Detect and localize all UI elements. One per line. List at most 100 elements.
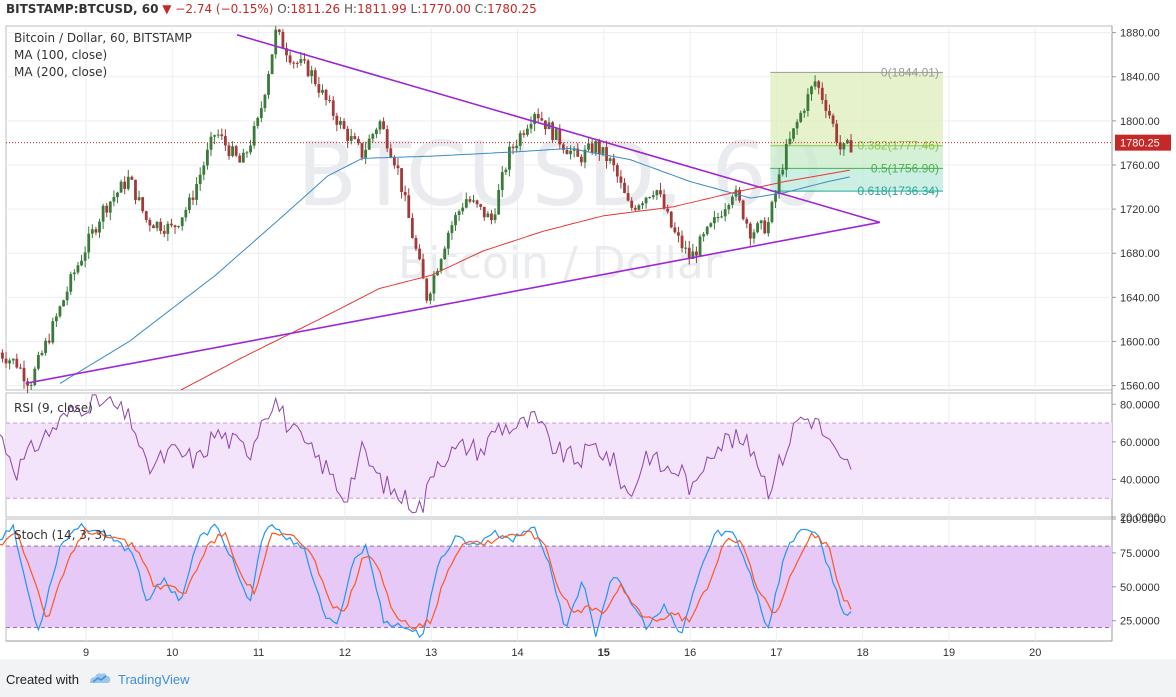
candle-body (490, 213, 493, 221)
legend-ma100[interactable]: MA (100, close) (14, 48, 108, 62)
candle (15, 353, 19, 369)
symbol-label[interactable]: BITSTAMP:BTCUSD, 60 (6, 2, 159, 16)
candle (687, 240, 691, 265)
stoch-legend[interactable]: Stoch (14, 3, 3) (14, 528, 107, 542)
footer-bar: Created with TradingView (0, 659, 1176, 697)
candle (8, 358, 12, 370)
candle (126, 170, 130, 191)
candle (623, 178, 626, 194)
candle (256, 116, 260, 129)
candle (479, 203, 483, 210)
stoch-tick-label: 50.0000 (1120, 582, 1160, 594)
candle-body (777, 174, 781, 194)
candle-body (482, 206, 486, 218)
x-tick-label: 13 (425, 647, 437, 659)
candle (720, 210, 723, 219)
legend-title[interactable]: Bitcoin / Dollar, 60, BITSTAMP (14, 31, 192, 45)
candle-body (659, 190, 662, 195)
candle-body (51, 321, 55, 343)
candle-body (748, 223, 752, 239)
candle (281, 28, 285, 49)
candle (633, 205, 637, 212)
price-tick-label: 1840.00 (1120, 72, 1160, 84)
candle (713, 210, 716, 230)
candle-body (227, 145, 231, 157)
price-tick-label: 1640.00 (1120, 292, 1160, 304)
candle (849, 133, 853, 153)
candle-body (234, 146, 238, 156)
candle (357, 136, 360, 146)
candle-body (1, 352, 4, 359)
candle-body (677, 232, 680, 236)
chart-canvas[interactable]: 9 10 11 12 13 14 15 16 17 18 19 20 1880.00 1840.00 180… (0, 0, 1176, 659)
candle (716, 212, 720, 223)
candle-body (619, 176, 623, 183)
candle (180, 217, 184, 231)
candle-body (407, 195, 411, 218)
candle-body (324, 89, 328, 100)
candle-body (173, 225, 177, 228)
tradingview-link[interactable]: TradingView (118, 672, 190, 687)
candle-body (838, 142, 842, 150)
candle-body (720, 216, 723, 218)
candle (446, 230, 450, 255)
candle (500, 165, 504, 198)
candle (159, 218, 163, 235)
price-tick-label: 1880.00 (1120, 28, 1160, 40)
candle-body (112, 197, 116, 202)
candle-body (54, 316, 58, 322)
x-tick-label: 9 (83, 647, 89, 659)
candle-body (170, 223, 173, 226)
candle (317, 76, 321, 98)
candle (263, 93, 267, 112)
legend-ma200[interactable]: MA (200, close) (14, 65, 108, 79)
candle (428, 291, 432, 305)
tradingview-logo-icon[interactable] (88, 671, 112, 685)
candle (72, 269, 76, 281)
rsi-legend[interactable]: RSI (9, close) (14, 401, 93, 415)
candle-body (576, 148, 580, 157)
candle-body (177, 226, 181, 228)
candle-body (486, 213, 490, 218)
candle (655, 189, 659, 200)
candle-body (824, 99, 828, 111)
open-label: O: (277, 2, 291, 16)
high-label: H: (344, 2, 358, 16)
candle-body (400, 168, 403, 192)
candle (65, 286, 69, 306)
candle (734, 185, 738, 201)
candle (677, 226, 680, 243)
candle (90, 224, 94, 238)
candle (587, 136, 590, 152)
x-tick-label: 12 (339, 647, 351, 659)
candle-body (551, 122, 554, 140)
candle-body (216, 134, 220, 136)
candle-body (730, 196, 734, 205)
candle-body (799, 112, 803, 122)
candle (450, 221, 454, 240)
candle (493, 208, 497, 224)
price-change: ▼ −2.74 (−0.15%) (162, 2, 274, 16)
candle-body (87, 233, 91, 253)
candle (702, 232, 706, 242)
candle (306, 58, 310, 78)
candle (824, 93, 828, 119)
candle (47, 333, 51, 345)
candle (597, 138, 601, 161)
fib-label: 0.382(1777.46) (858, 139, 939, 153)
low-label: L: (410, 2, 422, 16)
candle-body (29, 385, 33, 387)
candle (223, 129, 227, 152)
candle (810, 85, 813, 101)
candle (4, 351, 8, 368)
candle (457, 209, 461, 222)
candle (421, 253, 425, 279)
x-tick-label: 17 (770, 647, 782, 659)
candle-body (612, 158, 616, 166)
candle-body (47, 340, 51, 343)
candle-body (213, 135, 216, 137)
candle (472, 195, 475, 204)
candle (536, 108, 540, 124)
candle (170, 218, 173, 228)
candle (673, 222, 677, 234)
